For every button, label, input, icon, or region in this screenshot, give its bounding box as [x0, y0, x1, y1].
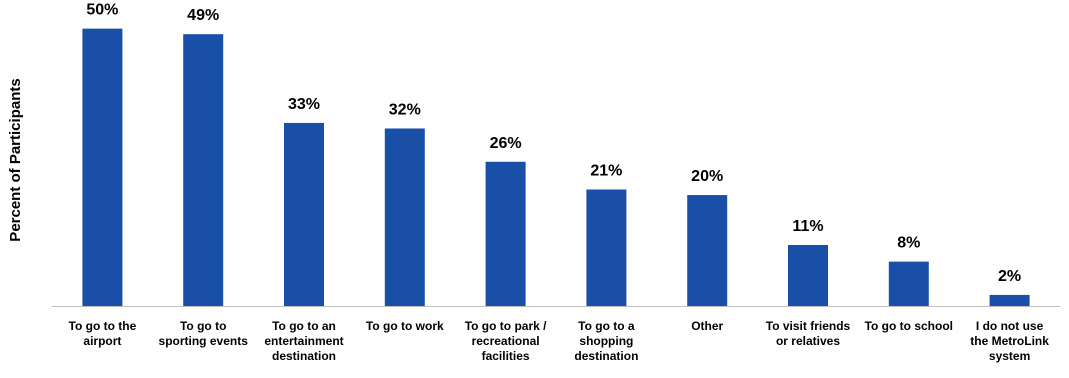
category-label-9: I do not use the MetroLink system: [970, 319, 1049, 363]
y-axis-title: Percent of Participants: [7, 78, 24, 241]
value-label-6: 20%: [691, 168, 723, 185]
bar-0: [82, 28, 123, 306]
value-label-8: 8%: [897, 235, 920, 252]
bar-4: [485, 161, 526, 306]
bar-8: [888, 261, 929, 306]
category-label-3: To go to work: [366, 319, 444, 333]
value-label-5: 21%: [590, 163, 622, 180]
value-labels-group: 50% 49% 33% 32% 26% 21% 20% 11% 8% 2%: [86, 2, 1021, 285]
bar-3: [384, 128, 425, 306]
bar-7: [788, 244, 828, 306]
category-label-8: To go to school: [865, 319, 953, 333]
category-label-2: To go to an entertainment destination: [264, 319, 343, 363]
value-label-9: 2%: [998, 268, 1021, 285]
category-label-1: To go to sporting events: [159, 319, 249, 348]
category-label-7: To visit friends or relatives: [766, 319, 851, 348]
value-label-7: 11%: [792, 218, 823, 235]
category-label-6: Other: [691, 319, 723, 333]
bar-9: [989, 294, 1030, 306]
category-label-0: To go to the airport: [69, 319, 137, 348]
category-label-5: To go to a shopping destination: [574, 319, 638, 363]
category-label-4: To go to park / recreational facilities: [465, 319, 547, 363]
value-label-2: 33%: [288, 96, 320, 113]
value-label-4: 26%: [490, 135, 522, 152]
bar-2: [284, 122, 324, 307]
value-label-0: 50%: [86, 2, 118, 19]
value-label-3: 32%: [389, 101, 421, 118]
category-labels-group: To go to the airport To go to sporting even…: [69, 319, 1050, 363]
bars-group: [82, 28, 1030, 307]
bar-5: [586, 189, 627, 306]
bar-6: [687, 195, 728, 306]
value-label-1: 49%: [187, 7, 219, 24]
bar-1: [183, 34, 224, 306]
